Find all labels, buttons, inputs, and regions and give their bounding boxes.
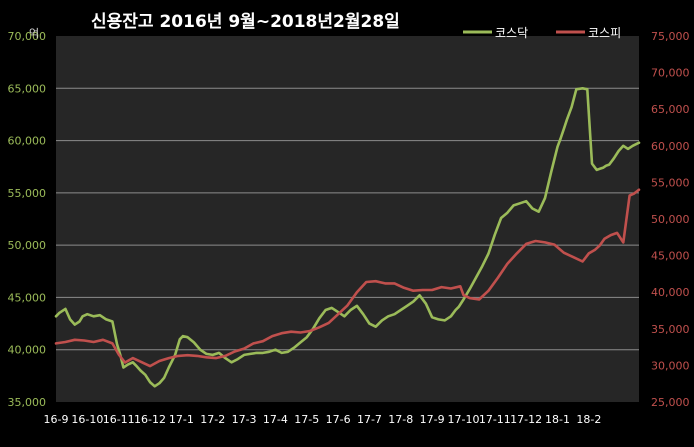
right-tick-label: 30,000 [651,359,690,372]
series-layer [54,87,641,388]
x-tick-label: 16-11 [103,413,135,426]
series-line-kospi [54,188,641,368]
right-tick-label: 40,000 [651,286,690,299]
right-tick-label: 70,000 [651,67,690,80]
legend: 코스닥 코스피 [463,26,621,40]
x-tick-label: 17-9 [420,413,445,426]
x-tick-label: 16-12 [134,413,166,426]
x-tick-label: 17-6 [326,413,351,426]
x-tick-label: 17-4 [263,413,288,426]
x-tick-label: 17-10 [447,413,479,426]
right-tick-label: 35,000 [651,323,690,336]
x-tick-label: 17-7 [357,413,382,426]
right-tick-label: 75,000 [651,30,690,43]
x-tick-label: 17-2 [200,413,225,426]
legend-label-kospi: 코스피 [588,26,621,40]
x-tick-label: 18-2 [576,413,601,426]
gridlines [56,87,639,351]
left-tick-label: 45,000 [8,291,47,304]
right-tick-label: 50,000 [651,213,690,226]
left-tick-label: 40,000 [8,344,47,357]
left-tick-label: 70,000 [8,30,47,43]
x-axis: 16-9 16-10 16-11 16-12 17-1 17-2 17-3 17-4 17-5 1… [44,413,602,426]
left-tick-label: 65,000 [8,82,47,95]
x-tick-label: 17-1 [169,413,194,426]
right-axis: 25,000 30,000 35,000 40,000 45,000 50,000 55,0… [651,30,690,409]
left-tick-label: 50,000 [8,239,47,252]
right-tick-label: 45,000 [651,250,690,263]
right-tick-label: 65,000 [651,103,690,116]
chart-title: 신용잔고 2016년 9월~2018년2월28일 [91,12,400,32]
legend-label-kosdaq: 코스닥 [495,26,528,40]
left-tick-label: 35,000 [8,396,47,409]
series-line-kosdaq [54,87,641,388]
x-tick-label: 17-5 [294,413,319,426]
plot-area [56,36,639,402]
right-tick-label: 55,000 [651,176,690,189]
left-tick-label: 60,000 [8,135,47,148]
left-tick-label: 55,000 [8,187,47,200]
x-tick-label: 18-1 [545,413,570,426]
x-tick-label: 17-8 [388,413,413,426]
y-unit-label: 억 [29,27,39,40]
right-tick-label: 60,000 [651,140,690,153]
x-tick-label: 17-12 [510,413,542,426]
x-tick-label: 16-9 [44,413,69,426]
x-tick-label: 16-10 [71,413,103,426]
x-tick-label: 17-3 [232,413,257,426]
x-tick-label: 17-11 [479,413,511,426]
left-axis: 35,000 40,000 45,000 50,000 55,000 60,000 65,0… [8,30,47,409]
right-tick-label: 25,000 [651,396,690,409]
